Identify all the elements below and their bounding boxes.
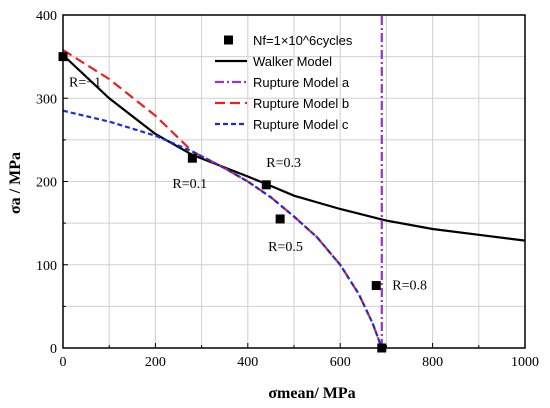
y-tick-label: 300 [36, 92, 57, 107]
legend-entry: Rupture Model a [215, 75, 350, 90]
legend-label: Rupture Model c [253, 117, 349, 132]
x-tick-label: 200 [145, 355, 166, 370]
data-point [275, 214, 285, 224]
x-tick-label: 1000 [511, 355, 539, 370]
data-point [187, 153, 197, 163]
axis-ticks: 0 200 400 600 800 1000 0 100 200 300 400 [36, 9, 539, 370]
legend-entry: Rupture Model c [215, 117, 349, 132]
series-lines [62, 15, 526, 349]
point-label: R=0.3 [266, 156, 301, 171]
y-tick-label: 200 [36, 176, 57, 191]
point-label: R=0.8 [392, 279, 427, 294]
data-point [261, 180, 271, 190]
point-annotations: R=−1 R=0.1 R=0.3 R=0.5 R=0.8 [69, 76, 427, 294]
x-tick-label: 0 [60, 355, 67, 370]
y-tick-label: 0 [50, 342, 57, 357]
legend-label: Rupture Model a [253, 75, 350, 90]
legend-entry: Walker Model [215, 54, 332, 69]
legend-entry: Rupture Model b [215, 96, 349, 111]
y-tick-label: 100 [36, 259, 57, 274]
point-label: R=0.5 [268, 240, 303, 255]
x-tick-label: 400 [237, 355, 258, 370]
grid [63, 15, 525, 348]
legend-entry: Nf=1×10^6cycles [224, 33, 353, 48]
legend-label: Rupture Model b [253, 96, 349, 111]
legend-label: Nf=1×10^6cycles [253, 33, 353, 48]
x-axis-title: σmean/ MPa [268, 385, 355, 402]
series-line-rupture-model-c [62, 109, 383, 349]
x-tick-label: 800 [422, 355, 443, 370]
x-tick-label: 600 [330, 355, 351, 370]
point-label: R=0.1 [172, 177, 207, 192]
y-axis-title: σa / MPa [7, 152, 24, 214]
series-line-walker-model [62, 54, 526, 242]
data-point [371, 281, 381, 291]
point-label: R=−1 [69, 76, 101, 91]
legend: Nf=1×10^6cycles Walker Model Rupture Model… [215, 33, 353, 132]
y-tick-label: 400 [36, 9, 57, 24]
series-line-rupture-model-b [62, 49, 383, 349]
legend-label: Walker Model [253, 54, 332, 69]
legend-marker [224, 35, 233, 45]
